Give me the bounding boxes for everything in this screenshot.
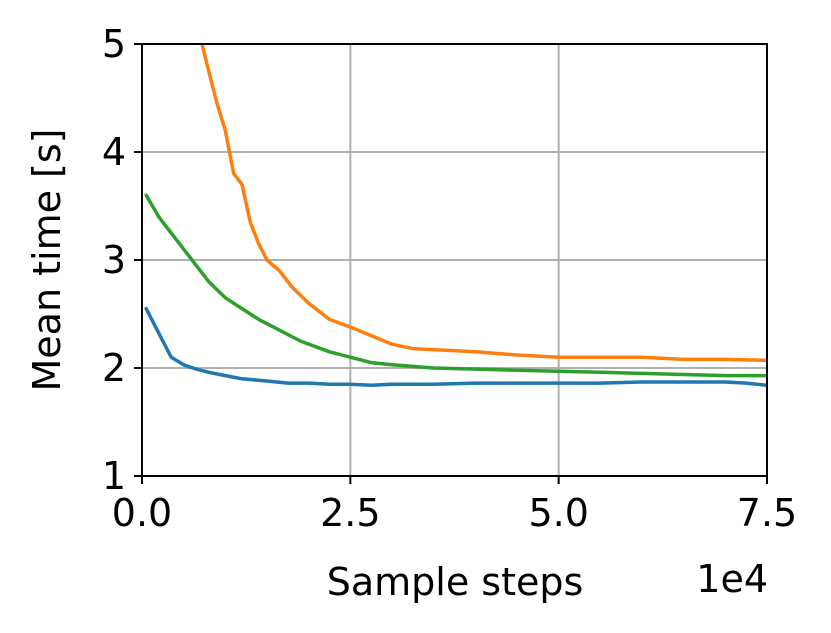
x-tick-label-3: 7.5 (737, 491, 797, 535)
y-tick-label-4: 5 (102, 22, 126, 66)
x-tick-label-1: 2.5 (320, 491, 380, 535)
series-line-1 (200, 44, 767, 363)
series-layer (144, 44, 767, 388)
x-axis-offset-label: 1e4 (696, 557, 768, 601)
y-tick-label-2: 3 (102, 238, 126, 282)
y-tick-label-1: 2 (102, 346, 126, 390)
series-line-0 (144, 306, 767, 388)
grid (141, 43, 768, 477)
ticks: 0.0 2.5 5.0 7.5 1 2 3 4 5 (102, 22, 797, 535)
y-axis-label: Mean time [s] (25, 129, 69, 392)
series-line-2 (144, 193, 767, 378)
y-tick-label-0: 1 (102, 454, 126, 498)
x-tick-label-0: 0.0 (112, 491, 172, 535)
x-tick-label-2: 5.0 (528, 491, 588, 535)
x-axis-label: Sample steps (327, 560, 584, 604)
y-tick-label-3: 4 (102, 130, 126, 174)
